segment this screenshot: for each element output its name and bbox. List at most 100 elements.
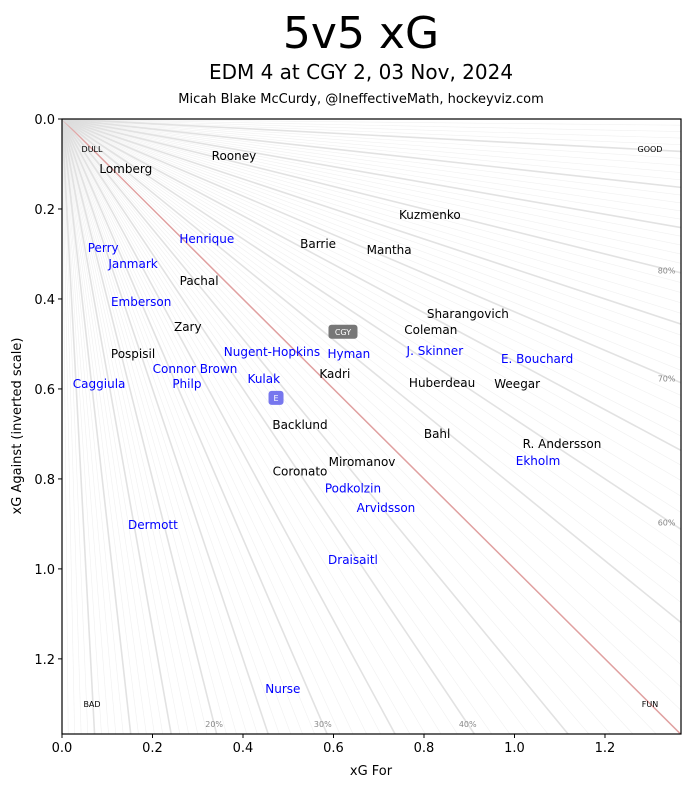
player-label: Coleman (404, 323, 457, 337)
player-label: E. Bouchard (501, 352, 573, 366)
ray-line (62, 119, 426, 734)
player-label: Sharangovich (427, 307, 509, 321)
pct-label: 40% (459, 720, 477, 729)
player-label: Hyman (327, 347, 370, 361)
ray-line (62, 119, 681, 264)
player-label: Emberson (111, 295, 171, 309)
player-label: Podkolzin (325, 482, 381, 496)
ray-line (62, 119, 147, 734)
ray-line (62, 119, 681, 145)
ray-line (62, 119, 511, 734)
player-label: Kadri (319, 367, 350, 381)
ray-line (62, 119, 681, 347)
player-label: Pospisil (111, 347, 155, 361)
y-tick-label: 0.6 (34, 383, 55, 398)
team-label: E (273, 394, 278, 403)
ray-line (62, 119, 681, 603)
ray-line (62, 119, 139, 734)
ray-line (62, 119, 681, 530)
ray-line (62, 119, 681, 229)
x-tick-label: 0.6 (323, 741, 344, 756)
ray-line (62, 119, 218, 734)
ray-line (62, 119, 96, 734)
ray-line (62, 119, 269, 734)
ray-line (62, 119, 258, 734)
ray-line (62, 119, 681, 126)
ray-line (62, 119, 381, 734)
ray-line (62, 119, 280, 734)
y-tick-label: 0.8 (34, 473, 55, 488)
x-tick-label: 1.2 (595, 741, 616, 756)
ray-line (62, 119, 681, 565)
ray-line (62, 119, 681, 437)
player-label: Barrie (300, 237, 336, 251)
corner-label-fun: FUN (642, 700, 658, 709)
ray-line (62, 119, 681, 409)
ray-line (62, 119, 681, 314)
player-label: Lomberg (99, 162, 152, 176)
player-label: Draisaitl (328, 553, 378, 567)
ray-line (62, 119, 681, 711)
corner-label-dull: DULL (82, 145, 103, 154)
player-label: Connor Brown (153, 362, 238, 376)
x-tick-label: 1.0 (504, 741, 525, 756)
pct-label: 70% (658, 374, 676, 383)
ray-line (62, 119, 569, 734)
ray-line (62, 119, 124, 734)
ray-line (62, 119, 681, 371)
player-label: Miromanov (329, 455, 396, 469)
ray-line (62, 119, 172, 734)
ray-line (62, 119, 681, 644)
ray-line (62, 119, 163, 734)
ray-line (62, 119, 117, 734)
ray-line (62, 119, 681, 452)
ray-line (62, 119, 493, 734)
ray-line (62, 119, 681, 139)
x-axis-label: xG For (350, 764, 393, 779)
player-label: Backlund (272, 418, 327, 432)
player-label: Janmark (107, 257, 157, 271)
player-label: Rooney (212, 149, 257, 163)
ray-line (62, 119, 681, 584)
even-line (62, 119, 681, 734)
ray-line (62, 119, 442, 734)
ray-line (62, 119, 681, 466)
player-label: Nugent-Hopkins (224, 345, 320, 359)
ray-line (62, 119, 237, 734)
ray-line (62, 119, 681, 423)
team-box (328, 324, 358, 339)
pct-label: 80% (658, 266, 676, 275)
ray-line (62, 119, 681, 304)
ray-line (62, 119, 681, 666)
player-label: Pachal (180, 274, 219, 288)
player-label: Kulak (248, 372, 281, 386)
player-label: Nurse (265, 682, 300, 696)
ray-line (62, 119, 681, 547)
ray-line (62, 119, 69, 734)
ray-line (62, 119, 681, 396)
ray-line (62, 119, 681, 384)
ray-line (62, 119, 681, 293)
ray-line (62, 119, 681, 220)
ray-line (62, 119, 681, 173)
ray-line (62, 119, 590, 734)
ray-line (62, 119, 341, 734)
player-label: J. Skinner (406, 344, 464, 358)
corner-label-bad: BAD (83, 700, 100, 709)
ray-line (62, 119, 681, 132)
ray-line (62, 119, 75, 734)
ray-line (62, 119, 189, 734)
ray-line (62, 119, 303, 734)
corner-label-good: GOOD (638, 145, 663, 154)
player-label: Mantha (367, 243, 412, 257)
chart-subtitle: EDM 4 at CGY 2, 03 Nov, 2024 (209, 60, 513, 84)
ray-line (62, 119, 458, 734)
y-tick-label: 1.2 (34, 653, 55, 668)
ray-line (62, 119, 681, 204)
ray-line (62, 119, 681, 181)
player-label: Dermott (128, 518, 178, 532)
ray-line (62, 119, 681, 189)
ray-line (62, 119, 529, 734)
axes: 0.0 0.2 0.4 0.6 0.8 1.0 1.2 0.0 0.2 0.4 0.6 0.8 1.0 1… (34, 113, 615, 756)
